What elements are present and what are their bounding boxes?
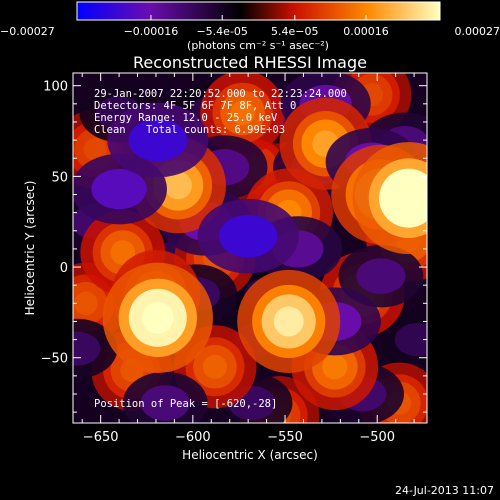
colorbar-tick-label: 0.00016 [343,25,389,38]
x-tick-label: −650 [83,430,119,445]
annotation-time-range: 29-Jan-2007 22:20:52.000 to 22:23:24.000 [94,88,347,100]
negative-residual [107,102,209,178]
annotation-total-counts: Total counts: 6.99E+03 [146,124,285,136]
colorbar-tick-label: −5.4e-05 [196,25,247,38]
emission-source [200,73,286,156]
emission-source [237,269,341,373]
colorbar-tick-label: −0.00016 [124,25,179,38]
y-tick-label: 50 [51,170,68,185]
annotation-block: 29-Jan-2007 22:20:52.000 to 22:23:24.000… [94,88,347,410]
emission-source [102,262,213,373]
y-tick-label: −50 [41,352,68,367]
colorbar [76,1,441,21]
colorbar-tick-label: −0.00027 [0,25,55,38]
annotation-peak-position: Position of Peak = [-620,-28] [94,398,277,410]
y-axis-label: Heliocentric Y (arcsec) [23,181,37,316]
y-tick-label: 100 [43,80,68,95]
colorbar-ticks: −0.00027 −0.00016 −5.4e-05 5.4e−05 0.00016 0.… [0,15,500,38]
y-tick-label: 0 [60,261,68,276]
annotation-detectors: Detectors: 4F 5F 6F 7F 8F, Att 0 [94,100,296,112]
x-tick-label: −600 [175,430,211,445]
emission-source [80,210,166,295]
annotation-algorithm: Clean [94,124,126,136]
chart-title: Reconstructed RHESSI Image [133,53,367,72]
plot-frame [72,72,428,424]
x-tick-label: −500 [359,430,395,445]
negative-residual [338,244,424,308]
x-tick-label: −550 [267,430,303,445]
colorbar-tick-label: 5.4e−05 [271,25,318,38]
heatmap-sources [73,73,427,423]
colorbar-tick-label: 0.00027 [455,25,500,38]
x-axis-label: Heliocentric X (arcsec) [182,448,318,462]
negative-residual [197,198,299,274]
footer-timestamp: 24-Jul-2013 11:07 [395,484,494,497]
annotation-energy-range: Energy Range: 12.0 - 25.0 keV [94,112,278,124]
emission-source [352,142,427,255]
negative-residual [122,371,208,423]
colorbar-unit-label: (photons cm⁻² s⁻¹ asec⁻²) [187,39,329,52]
